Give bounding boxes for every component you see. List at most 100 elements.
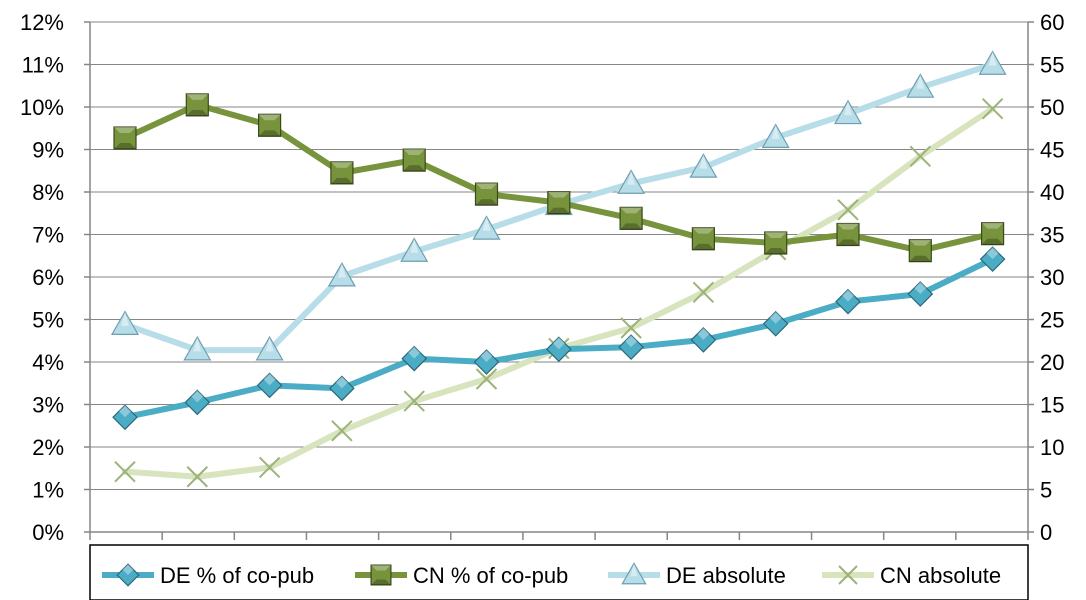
data-point xyxy=(835,288,861,315)
series-de-of-co-pub xyxy=(112,246,1006,431)
data-point xyxy=(618,334,644,360)
data-point xyxy=(907,281,934,307)
y-tick-label-right: 40 xyxy=(1040,180,1064,205)
y-tick-label-right: 10 xyxy=(1040,435,1064,460)
data-point xyxy=(329,375,355,402)
y-tick-label-left: 0% xyxy=(32,520,64,545)
data-point xyxy=(909,145,932,168)
y-tick-label-left: 6% xyxy=(32,265,64,290)
data-point xyxy=(979,246,1006,272)
y-tick-label-right: 45 xyxy=(1040,138,1064,163)
axes xyxy=(84,21,1034,540)
legend-label: DE absolute xyxy=(666,563,786,588)
y-tick-label-left: 11% xyxy=(22,53,64,78)
data-point xyxy=(400,237,429,262)
y-tick-label-left: 10% xyxy=(20,95,64,120)
data-point xyxy=(184,389,211,416)
data-point xyxy=(547,191,571,215)
y-tick-label-left: 9% xyxy=(32,138,64,163)
data-point xyxy=(331,420,353,442)
legend-entry: CN % of co-pub xyxy=(355,563,568,588)
data-point xyxy=(692,281,715,304)
data-point xyxy=(619,206,643,230)
series-group xyxy=(110,50,1007,488)
data-point xyxy=(764,231,788,255)
data-point xyxy=(978,50,1007,75)
data-point xyxy=(112,404,138,431)
legend-marker xyxy=(621,562,647,585)
series-line xyxy=(122,105,996,480)
y-axis-left-ticks: 0% 1% 2% 3% 4% 5% 6% 7% 8% 9% 10% 11% 12% xyxy=(20,10,64,545)
y-tick-label-left: 8% xyxy=(32,180,64,205)
y-tick-label-right: 20 xyxy=(1040,350,1064,375)
data-point xyxy=(833,99,863,125)
legend-entry: DE % of co-pub xyxy=(102,563,314,588)
y-tick-label-right: 5 xyxy=(1040,478,1052,503)
data-point xyxy=(980,222,1005,246)
y-tick-label-left: 3% xyxy=(32,393,64,418)
data-point xyxy=(330,161,354,185)
data-point xyxy=(836,222,860,247)
legend-label: CN absolute xyxy=(880,563,1001,588)
legend-label: DE % of co-pub xyxy=(160,563,314,588)
data-point xyxy=(110,310,140,335)
data-point xyxy=(762,310,789,337)
series-cn-of-co-pub xyxy=(113,93,1005,263)
y-tick-label-right: 0 xyxy=(1040,520,1052,545)
data-point xyxy=(981,97,1004,120)
data-point xyxy=(837,199,859,221)
legend-marker xyxy=(370,564,392,586)
data-point xyxy=(258,456,281,479)
data-point xyxy=(113,126,137,150)
data-point xyxy=(908,239,932,263)
series-line xyxy=(122,101,996,254)
y-tick-label-right: 30 xyxy=(1040,265,1064,290)
legend-marker xyxy=(838,565,858,585)
data-point xyxy=(690,327,717,353)
y-tick-label-left: 1% xyxy=(32,478,64,503)
y-tick-label-right: 60 xyxy=(1040,10,1064,35)
y-tick-label-left: 4% xyxy=(32,350,64,375)
data-point xyxy=(327,261,356,287)
series-cn-absolute xyxy=(114,97,1004,488)
data-point xyxy=(545,336,572,363)
data-point xyxy=(473,349,500,375)
y-tick-label-right: 35 xyxy=(1040,223,1064,248)
gridlines xyxy=(90,21,1028,490)
y-tick-label-right: 15 xyxy=(1040,393,1064,418)
data-point xyxy=(258,113,282,137)
legend-marker xyxy=(116,563,140,587)
legend: DE % of co-pub CN % of co-pub DE absolute C… xyxy=(89,544,1029,600)
y-tick-label-left: 2% xyxy=(32,435,64,460)
data-point xyxy=(114,460,136,483)
data-point xyxy=(617,169,646,194)
y-tick-label-left: 5% xyxy=(32,308,64,333)
data-point xyxy=(620,317,642,339)
data-point xyxy=(256,372,283,399)
y-axis-right-ticks: 0 5 10 15 20 25 30 35 40 45 50 55 60 xyxy=(1040,10,1064,545)
data-point xyxy=(691,227,716,251)
y-tick-label-left: 12% xyxy=(20,10,64,35)
data-point xyxy=(183,335,212,361)
y-tick-label-right: 50 xyxy=(1040,95,1064,120)
legend-entry: CN absolute xyxy=(822,563,1001,588)
data-point xyxy=(403,390,425,412)
data-point xyxy=(186,466,209,488)
data-point xyxy=(689,153,718,178)
legend-box xyxy=(89,544,1029,600)
data-point xyxy=(475,368,498,390)
data-point xyxy=(906,73,935,98)
data-point xyxy=(474,182,499,206)
legend-entry: DE absolute xyxy=(608,562,786,588)
data-point xyxy=(402,148,426,172)
legend-label: CN % of co-pub xyxy=(413,563,568,588)
y-tick-label-right: 55 xyxy=(1040,53,1064,78)
data-point xyxy=(472,215,501,240)
y-tick-label-left: 7% xyxy=(32,223,64,248)
y-tick-label-right: 25 xyxy=(1040,308,1064,333)
data-point xyxy=(761,123,790,148)
data-point xyxy=(255,335,284,361)
data-point xyxy=(401,345,428,372)
data-point xyxy=(185,93,209,117)
